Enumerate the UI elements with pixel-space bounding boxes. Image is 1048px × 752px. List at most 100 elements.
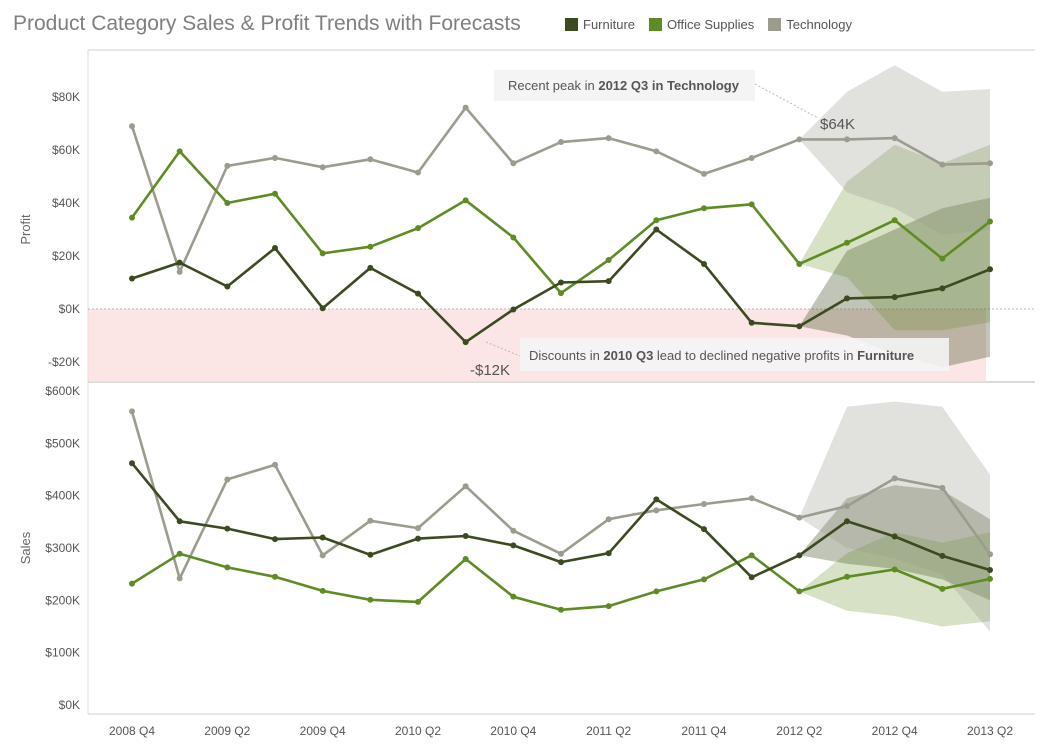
data-point-office-supplies bbox=[939, 255, 946, 262]
y-tick-label: $80K bbox=[52, 90, 80, 104]
y-tick-label: $60K bbox=[52, 143, 80, 157]
data-point-office-supplies bbox=[987, 218, 993, 225]
x-tick-label: 2010 Q4 bbox=[490, 724, 536, 738]
data-point-office-supplies bbox=[462, 197, 469, 204]
y-tick-label: -$20K bbox=[48, 355, 80, 369]
data-point-technology bbox=[510, 527, 517, 534]
y-tick-label: $300K bbox=[45, 541, 80, 555]
annotation-discount-part-0: Discounts in bbox=[529, 348, 603, 363]
data-point-office-supplies bbox=[891, 566, 898, 573]
data-point-office-supplies bbox=[653, 588, 660, 595]
annotation-leader-peak bbox=[754, 83, 819, 119]
y-tick-label: $40K bbox=[52, 196, 80, 210]
forecast-band-office-supplies bbox=[799, 144, 990, 331]
data-point-furniture bbox=[176, 518, 183, 525]
data-point-furniture bbox=[510, 542, 517, 549]
annotation-discount-part-2: lead to declined negative profits in bbox=[653, 348, 857, 363]
data-point-technology bbox=[701, 501, 707, 508]
data-point-office-supplies bbox=[510, 593, 517, 600]
data-point-furniture bbox=[844, 295, 850, 302]
data-point-technology bbox=[462, 483, 469, 490]
data-point-office-supplies bbox=[605, 256, 612, 263]
x-tick-label: 2009 Q2 bbox=[204, 724, 250, 738]
data-point-technology bbox=[319, 552, 326, 559]
x-tick-label: 2008 Q4 bbox=[109, 724, 155, 738]
data-point-furniture bbox=[891, 533, 898, 540]
y-tick-label: $0K bbox=[59, 698, 80, 712]
data-point-furniture bbox=[987, 566, 993, 573]
data-point-office-supplies bbox=[796, 260, 803, 267]
data-point-technology bbox=[129, 408, 135, 415]
data-point-furniture bbox=[701, 526, 707, 533]
panel-profit: -$20K $0K $20K $40K $60K $80K Profit Recent pea… bbox=[18, 65, 1035, 382]
data-point-furniture bbox=[319, 534, 326, 541]
data-point-office-supplies bbox=[176, 550, 183, 557]
legend-label-furniture: Furniture bbox=[583, 16, 636, 32]
data-point-furniture bbox=[701, 260, 707, 267]
legend-label-office-supplies: Office Supplies bbox=[667, 16, 755, 32]
data-point-technology bbox=[415, 169, 421, 176]
y-tick-label: $500K bbox=[45, 436, 80, 450]
data-point-office-supplies bbox=[748, 201, 755, 208]
data-point-furniture bbox=[272, 245, 278, 252]
data-point-technology bbox=[415, 525, 421, 532]
data-point-technology bbox=[987, 551, 993, 558]
data-point-furniture bbox=[272, 536, 278, 543]
data-point-furniture bbox=[939, 285, 946, 292]
data-point-technology bbox=[891, 135, 898, 142]
data-point-technology bbox=[224, 162, 231, 169]
data-point-office-supplies bbox=[319, 250, 326, 257]
legend-swatch-furniture bbox=[565, 17, 578, 31]
data-point-technology bbox=[176, 268, 183, 275]
data-point-office-supplies bbox=[415, 598, 421, 605]
data-point-office-supplies bbox=[272, 573, 278, 580]
data-point-furniture bbox=[129, 275, 135, 282]
data-point-furniture bbox=[558, 559, 564, 566]
x-tick-label: 2012 Q4 bbox=[872, 724, 918, 738]
data-point-office-supplies bbox=[558, 606, 564, 613]
legend-swatch-technology bbox=[768, 17, 782, 31]
data-point-office-supplies bbox=[129, 580, 135, 587]
data-point-office-supplies bbox=[844, 239, 850, 246]
y-axis-title: Sales bbox=[18, 531, 33, 564]
data-point-office-supplies bbox=[510, 234, 517, 241]
data-point-technology bbox=[605, 135, 612, 142]
forecast-band-furniture bbox=[799, 197, 990, 368]
data-point-office-supplies bbox=[367, 596, 374, 603]
data-point-technology bbox=[796, 136, 803, 143]
annotation-box-discount bbox=[520, 338, 949, 371]
legend-item-office-supplies[interactable]: Office Supplies bbox=[649, 15, 754, 33]
annotation-value-peak: $64K bbox=[820, 116, 855, 133]
data-point-technology bbox=[939, 484, 946, 491]
data-point-office-supplies bbox=[701, 205, 707, 212]
data-point-furniture bbox=[462, 532, 469, 539]
data-point-furniture bbox=[844, 518, 850, 525]
data-point-technology bbox=[176, 575, 183, 582]
annotation-text-peak: Recent peak in 2012 Q3 in Technology bbox=[508, 78, 740, 93]
data-point-furniture bbox=[224, 525, 231, 532]
data-point-office-supplies bbox=[748, 552, 755, 559]
legend-item-furniture[interactable]: Furniture bbox=[565, 15, 635, 33]
data-point-furniture bbox=[748, 574, 755, 581]
data-point-office-supplies bbox=[605, 603, 612, 610]
data-point-technology bbox=[367, 517, 374, 524]
data-point-furniture bbox=[367, 551, 374, 558]
legend-item-technology[interactable]: Technology bbox=[768, 15, 852, 33]
data-point-furniture bbox=[605, 550, 612, 557]
legend: Furniture Office Supplies Technology bbox=[565, 15, 866, 33]
data-point-technology bbox=[987, 160, 993, 167]
forecast-band-furniture bbox=[799, 485, 990, 601]
data-point-technology bbox=[605, 516, 612, 523]
data-point-office-supplies bbox=[319, 587, 326, 594]
data-point-office-supplies bbox=[367, 243, 374, 250]
legend-label-technology: Technology bbox=[786, 16, 853, 32]
x-tick-label: 2011 Q4 bbox=[681, 724, 726, 738]
y-tick-label: $20K bbox=[52, 249, 80, 263]
data-point-technology bbox=[701, 170, 707, 177]
data-point-technology bbox=[129, 123, 135, 130]
data-point-technology bbox=[844, 136, 850, 143]
data-point-furniture bbox=[224, 283, 231, 290]
data-point-technology bbox=[748, 154, 755, 161]
data-point-furniture bbox=[558, 279, 564, 286]
data-point-office-supplies bbox=[987, 575, 993, 582]
